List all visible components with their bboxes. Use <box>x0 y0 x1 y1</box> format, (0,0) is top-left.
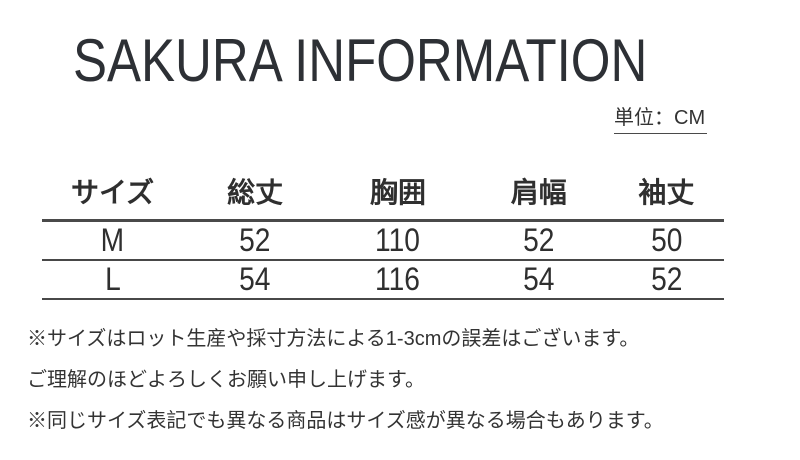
size-cell: L <box>42 260 183 299</box>
column-header-length: 総丈 <box>227 176 284 208</box>
size-table-header: サイズ 総丈 胸囲 肩幅 袖丈 <box>42 170 724 220</box>
table-row-m: M 52 110 52 50 <box>42 220 724 260</box>
notes-section: ※サイズはロット生産や採寸方法による1-3cmの誤差はございます。 ご理解のほど… <box>27 329 767 452</box>
measure-cell: 52 <box>609 260 724 299</box>
measure-cell: 54 <box>183 260 327 299</box>
size-cell: M <box>42 220 183 260</box>
size-value: L <box>104 260 121 297</box>
length-value: 52 <box>239 221 271 258</box>
size-table: サイズ 総丈 胸囲 肩幅 袖丈 M 52 110 52 50 L 54 116 … <box>42 170 724 300</box>
measure-cell: 54 <box>469 260 609 299</box>
shoulder-value: 52 <box>523 221 555 258</box>
note-size-feel: ※同じサイズ表記でも異なる商品はサイズ感が異なる場合もあります。 <box>27 410 664 432</box>
page-title: SAKURA INFORMATION <box>73 31 749 91</box>
page-title-text: SAKURA INFORMATION <box>73 27 648 94</box>
measure-cell: 116 <box>327 260 469 299</box>
column-header-size: サイズ <box>71 176 155 208</box>
size-value: M <box>100 221 125 258</box>
length-value: 54 <box>239 260 271 297</box>
note-tolerance: ※サイズはロット生産や採寸方法による1-3cmの誤差はございます。 <box>27 328 640 350</box>
shoulder-value: 54 <box>523 260 555 297</box>
column-header-sleeve: 袖丈 <box>638 176 695 208</box>
measure-cell: 110 <box>327 220 469 260</box>
sleeve-value: 52 <box>650 260 683 297</box>
column-header-chest: 胸囲 <box>369 176 426 208</box>
column-header-shoulder: 肩幅 <box>510 176 567 208</box>
table-row-l: L 54 116 54 52 <box>42 260 724 299</box>
sleeve-value: 50 <box>650 221 683 258</box>
note-understanding: ご理解のほどよろしくお願い申し上げます。 <box>27 369 425 391</box>
measure-cell: 50 <box>609 220 724 260</box>
header-row: サイズ 総丈 胸囲 肩幅 袖丈 <box>42 170 724 220</box>
measure-cell: 52 <box>469 220 609 260</box>
chest-value: 116 <box>375 260 421 297</box>
chest-value: 110 <box>375 221 421 258</box>
unit-label: 単位：CM <box>614 101 708 134</box>
size-table-body: M 52 110 52 50 L 54 116 54 52 <box>42 220 724 299</box>
measure-cell: 52 <box>183 220 327 260</box>
